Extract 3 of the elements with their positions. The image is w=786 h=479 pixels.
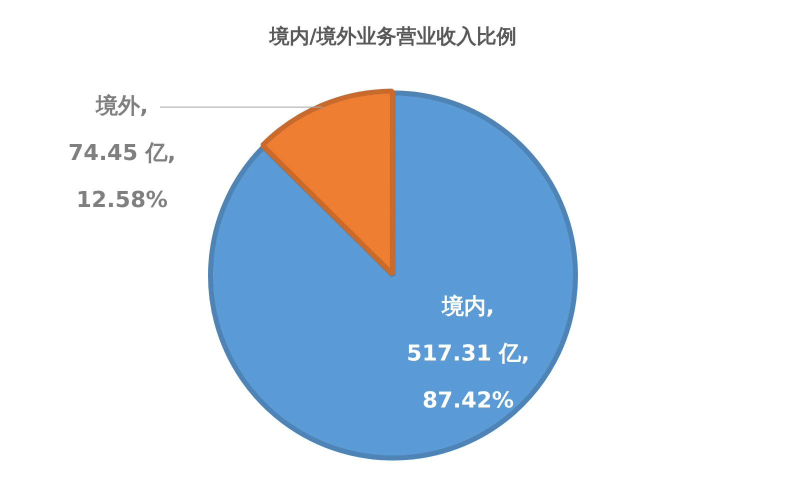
- slice-label: 境内, 517.31 亿, 87.42%: [406, 293, 530, 414]
- chart-title: 境内/境外业务营业收入比例: [268, 24, 517, 48]
- slice-label: 境外, 74.45 亿, 12.58%: [68, 92, 176, 213]
